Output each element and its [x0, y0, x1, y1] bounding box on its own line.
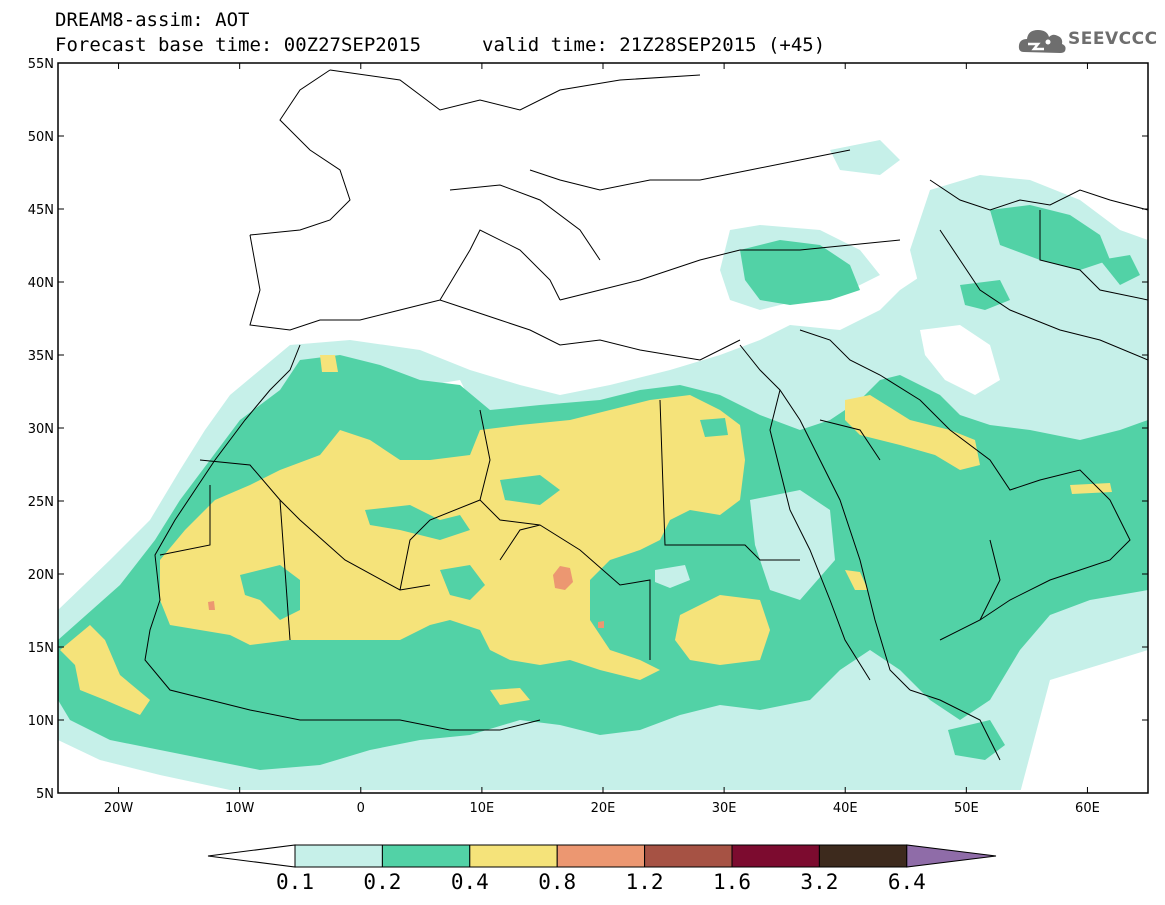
colorbar-label: 6.4 — [888, 870, 926, 894]
lon-label: 10W — [225, 801, 255, 816]
colorbar-label: 1.6 — [713, 870, 751, 894]
colorbar-label: 0.2 — [363, 870, 401, 894]
colorbar-under-arrow — [207, 844, 296, 868]
colorbar-box — [556, 844, 646, 868]
lat-label: 15N — [28, 641, 54, 656]
colorbar-box — [731, 844, 820, 868]
aot-band-0-8 — [208, 566, 604, 628]
lon-label: 50E — [954, 801, 979, 816]
colorbar-label: 0.8 — [538, 870, 576, 894]
lat-label: 35N — [28, 349, 54, 364]
cloud-icon — [1018, 30, 1066, 53]
lat-label: 45N — [28, 203, 54, 218]
longitude-axis: 20W 10W 0 10E 20E 30E 40E 50E 60E — [104, 63, 1100, 816]
latitude-axis: 55N 50N 45N 40N 35N 30N 25N 20N 15N 10N 5N — [28, 57, 1148, 802]
lat-label: 50N — [28, 130, 54, 145]
aot-band-0-2-inner — [240, 405, 728, 620]
lat-label: 10N — [28, 714, 54, 729]
lon-label: 40E — [833, 801, 858, 816]
colorbar-label: 1.2 — [626, 870, 664, 894]
lon-label: 20E — [591, 801, 616, 816]
colorbar-box — [644, 844, 733, 868]
colorbar-label: 0.4 — [451, 870, 489, 894]
map-title: DREAM8-assim: AOT — [55, 9, 250, 31]
logo-text: SEEVCCC — [1068, 29, 1158, 49]
lat-label: 25N — [28, 495, 54, 510]
colorbar-label: 3.2 — [800, 870, 838, 894]
forecast-base-time: Forecast base time: 00Z27SEP2015 — [55, 34, 422, 56]
seevccc-logo: SEEVCCC — [1016, 22, 1158, 58]
aot-band-0-4 — [60, 355, 1112, 715]
valid-time: valid time: 21Z28SEP2015 (+45) — [482, 34, 826, 56]
colorbar-over-arrow — [906, 844, 997, 868]
lat-label: 55N — [28, 57, 54, 72]
colorbar-box — [294, 844, 383, 868]
lon-label: 60E — [1075, 801, 1100, 816]
lat-label: 20N — [28, 568, 54, 583]
lon-label: 20W — [104, 801, 134, 816]
colorbar-box — [818, 844, 908, 868]
lat-label: 5N — [36, 787, 54, 802]
colorbar-box — [469, 844, 558, 868]
lat-label: 30N — [28, 422, 54, 437]
lon-label: 0 — [357, 801, 365, 816]
aot-band-0-1-inner — [655, 490, 835, 600]
colorbar-label: 0.1 — [276, 870, 314, 894]
lat-label: 40N — [28, 276, 54, 291]
coastlines-borders — [144, 69, 1148, 761]
lon-label: 10E — [470, 801, 495, 816]
lon-label: 30E — [712, 801, 737, 816]
colorbar-box — [381, 844, 471, 868]
